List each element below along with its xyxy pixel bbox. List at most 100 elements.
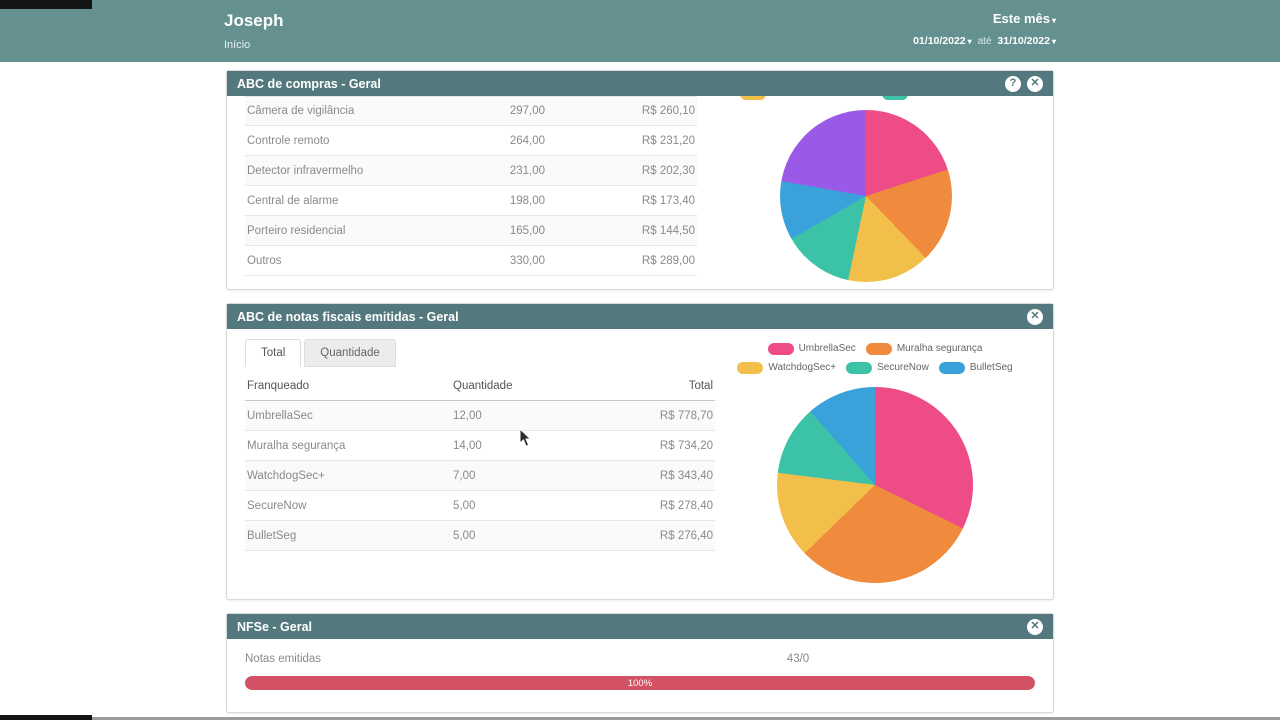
date-to-dropdown[interactable]: 31/10/2022 ▾	[997, 35, 1056, 47]
legend-item[interactable]: UmbrellaSec	[767, 339, 856, 358]
column-header-quantidade: Quantidade	[453, 379, 513, 392]
screen-artifact-bottom	[0, 715, 92, 720]
row-label: UmbrellaSec	[247, 409, 313, 422]
screen-artifact-bottom-strip	[0, 717, 1280, 720]
row-label: Muralha segurança	[247, 439, 346, 452]
table-row: SecureNow 5,00 R$ 278,40	[245, 491, 715, 521]
row-total: R$ 734,20	[659, 439, 713, 452]
row-total: R$ 289,00	[641, 254, 695, 267]
legend-swatch	[739, 96, 766, 100]
panel-title: NFSe - Geral	[237, 619, 313, 634]
panel-compras-body: Câmera de vigilância 297,00 R$ 260,10 Co…	[227, 96, 1053, 289]
close-icon[interactable]: ✕	[1027, 75, 1043, 92]
row-quantity: 231,00	[509, 164, 545, 177]
legend-label: Detector infravermelho	[771, 96, 872, 99]
app-header: Joseph Início Este mês ▾ 01/10/2022 ▾ até …	[0, 0, 1280, 62]
legend-label: SecureNow	[877, 362, 929, 373]
tab-bar: Total Quantidade	[245, 339, 715, 367]
main-content: ABC de compras - Geral ? ✕ Câmera de vig…	[226, 70, 1054, 713]
legend-swatch	[767, 342, 794, 355]
period-label: Este mês	[992, 11, 1050, 26]
header-left: Joseph Início	[224, 11, 284, 51]
compras-table: Câmera de vigilância 297,00 R$ 260,10 Co…	[245, 96, 697, 289]
panel-compras: ABC de compras - Geral ? ✕ Câmera de vig…	[226, 70, 1054, 290]
legend-label: BulletSeg	[969, 362, 1013, 373]
row-quantity: 14,00	[453, 439, 482, 452]
panel-title: ABC de notas fiscais emitidas - Geral	[237, 309, 459, 324]
table-row: Controle remoto 264,00 R$ 231,20	[245, 126, 697, 156]
page-title: Joseph	[224, 11, 284, 30]
legend-cropped: Câmera de vigilânciaControle remotoDetec…	[697, 96, 1035, 104]
legend-item[interactable]: Porteiro residencial	[772, 103, 889, 104]
date-to-label: 31/10/2022	[997, 35, 1050, 47]
date-from-dropdown[interactable]: 01/10/2022 ▾	[913, 35, 972, 47]
table-row: BulletSeg 5,00 R$ 276,40	[245, 521, 715, 551]
nav-inicio[interactable]: Início	[224, 39, 251, 51]
panel-nfse: NFSe - Geral ✕ Notas emitidas 43/0 100%	[226, 613, 1054, 713]
table-row: Câmera de vigilância 297,00 R$ 260,10	[245, 96, 697, 126]
panel-title: ABC de compras - Geral	[237, 76, 381, 91]
row-total: R$ 260,10	[641, 105, 695, 117]
help-icon[interactable]: ?	[1005, 75, 1021, 92]
legend-item[interactable]: Muralha segurança	[865, 339, 983, 358]
date-range: 01/10/2022 ▾ até 31/10/2022 ▾	[913, 35, 1056, 47]
table-row: Outros 330,00 R$ 289,00	[245, 246, 697, 276]
legend-label: WatchdogSec+	[768, 362, 837, 373]
pie-legend-compras: Câmera de vigilânciaControle remotoDetec…	[697, 96, 1035, 104]
panel-notas-header: ABC de notas fiscais emitidas - Geral ✕	[227, 304, 1053, 329]
table-row: Porteiro residencial 165,00 R$ 144,50	[245, 216, 697, 246]
row-total: R$ 343,40	[659, 469, 713, 482]
panel-notas: ABC de notas fiscais emitidas - Geral ✕ …	[226, 303, 1054, 600]
close-icon[interactable]: ✕	[1027, 308, 1043, 325]
row-label: Câmera de vigilância	[247, 105, 355, 117]
nfse-label: Notas emitidas	[245, 653, 322, 665]
close-icon[interactable]: ✕	[1027, 618, 1043, 635]
mouse-cursor	[519, 427, 533, 453]
row-total: R$ 278,40	[659, 499, 713, 512]
panel-nfse-body: Notas emitidas 43/0 100%	[227, 639, 1053, 712]
legend-item[interactable]: BulletSeg	[938, 358, 1013, 377]
tab-total[interactable]: Total	[245, 339, 302, 367]
panel-compras-header: ABC de compras - Geral ? ✕	[227, 71, 1053, 96]
notas-table-area: Total Quantidade Franqueado Quantidade T…	[245, 339, 715, 583]
row-label: Detector infravermelho	[247, 164, 364, 177]
tab-quantidade[interactable]: Quantidade	[304, 339, 396, 367]
row-label: Central de alarme	[247, 194, 339, 207]
row-label: BulletSeg	[247, 529, 297, 542]
legend-label: Central de alarme	[913, 96, 992, 99]
row-quantity: 264,00	[509, 134, 545, 147]
pie-chart-notas	[777, 387, 973, 583]
column-header-franqueado: Franqueado	[247, 379, 310, 392]
row-label: WatchdogSec+	[247, 469, 325, 482]
row-label: Outros	[247, 254, 282, 267]
date-from-label: 01/10/2022	[913, 35, 966, 47]
legend-item[interactable]: Detector infravermelho	[739, 96, 872, 103]
table-row: WatchdogSec+ 7,00 R$ 343,40	[245, 461, 715, 491]
column-header-total: Total	[688, 379, 713, 392]
legend-label: Muralha segurança	[896, 343, 983, 354]
row-total: R$ 778,70	[659, 409, 713, 422]
legend-item[interactable]: WatchdogSec+	[737, 358, 836, 377]
legend-swatch	[865, 342, 892, 355]
panel-notas-body: Total Quantidade Franqueado Quantidade T…	[227, 329, 1053, 599]
pie-chart-compras	[780, 110, 952, 282]
screen-artifact-top	[0, 0, 92, 9]
row-total: R$ 173,40	[641, 194, 695, 207]
legend-item[interactable]: Central de alarme	[881, 96, 992, 103]
row-quantity: 330,00	[509, 254, 545, 267]
pie-legend-notas: UmbrellaSec Muralha segurança WatchdogSec+…	[715, 339, 1035, 377]
table-row: Muralha segurança 14,00 R$ 734,20	[245, 431, 715, 461]
table-row: Detector infravermelho 231,00 R$ 202,30	[245, 156, 697, 186]
table-row: UmbrellaSec 12,00 R$ 778,70	[245, 401, 715, 431]
progress-label: 100%	[627, 677, 653, 689]
row-quantity: 5,00	[453, 529, 476, 542]
legend-item[interactable]: SecureNow	[846, 358, 929, 377]
nfse-value: 43/0	[786, 653, 810, 665]
row-total: R$ 231,20	[641, 134, 695, 147]
legend-item[interactable]: Outros	[899, 103, 960, 104]
legend-swatch	[737, 361, 764, 374]
period-dropdown[interactable]: Este mês ▾	[913, 11, 1056, 26]
notas-chart-area: UmbrellaSec Muralha segurança WatchdogSec+…	[715, 339, 1035, 583]
row-label: SecureNow	[247, 499, 307, 512]
row-quantity: 198,00	[509, 194, 545, 207]
